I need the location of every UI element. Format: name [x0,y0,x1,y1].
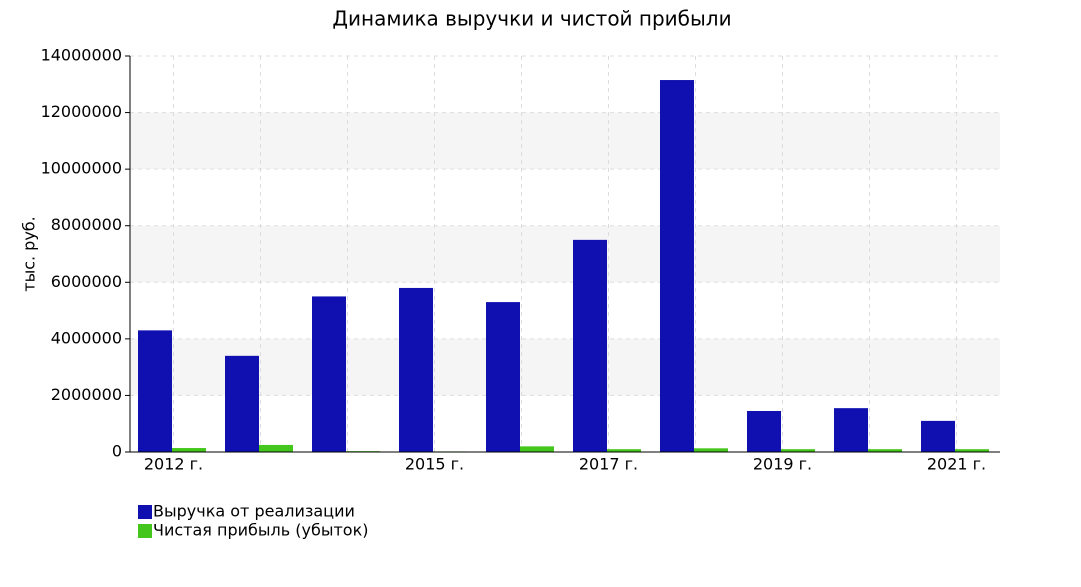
bar [694,448,728,452]
y-tick-label: 14000000 [41,46,122,65]
x-tick-label: 2021 г. [927,455,986,474]
y-tick-label: 0 [112,442,122,461]
y-tick-label: 12000000 [41,102,122,121]
x-tick-label: 2015 г. [405,455,464,474]
bar [259,444,293,452]
bar [868,449,902,452]
grid-band [130,112,1000,170]
bar [225,355,259,452]
x-tick-label: 2017 г. [579,455,638,474]
bar [781,449,815,452]
grid-band [130,338,1000,396]
bar [660,80,694,453]
y-tick-label: 4000000 [51,328,122,347]
bar [573,239,607,452]
y-tick-label: 8000000 [51,215,122,234]
y-tick-label: 10000000 [41,159,122,178]
legend-swatch [138,505,152,519]
legend-swatch [138,524,152,538]
bar [607,449,641,452]
bar [747,410,781,452]
bar [921,420,955,452]
bar [955,449,989,452]
legend-label: Чистая прибыль (убыток) [153,521,368,540]
grid-band [130,225,1000,283]
chart-title: Динамика выручки и чистой прибыли [332,7,731,31]
bar [399,287,433,452]
bar [520,446,554,452]
bar [312,296,346,452]
bar [486,302,520,452]
x-tick-label: 2012 г. [144,455,203,474]
x-tick-label: 2019 г. [753,455,812,474]
bar [138,330,172,452]
y-axis-title: тыс. руб. [20,216,39,292]
y-tick-label: 6000000 [51,272,122,291]
legend-label: Выручка от реализации [153,502,355,521]
bar [834,408,868,452]
y-tick-label: 2000000 [51,385,122,404]
bar [172,448,206,452]
